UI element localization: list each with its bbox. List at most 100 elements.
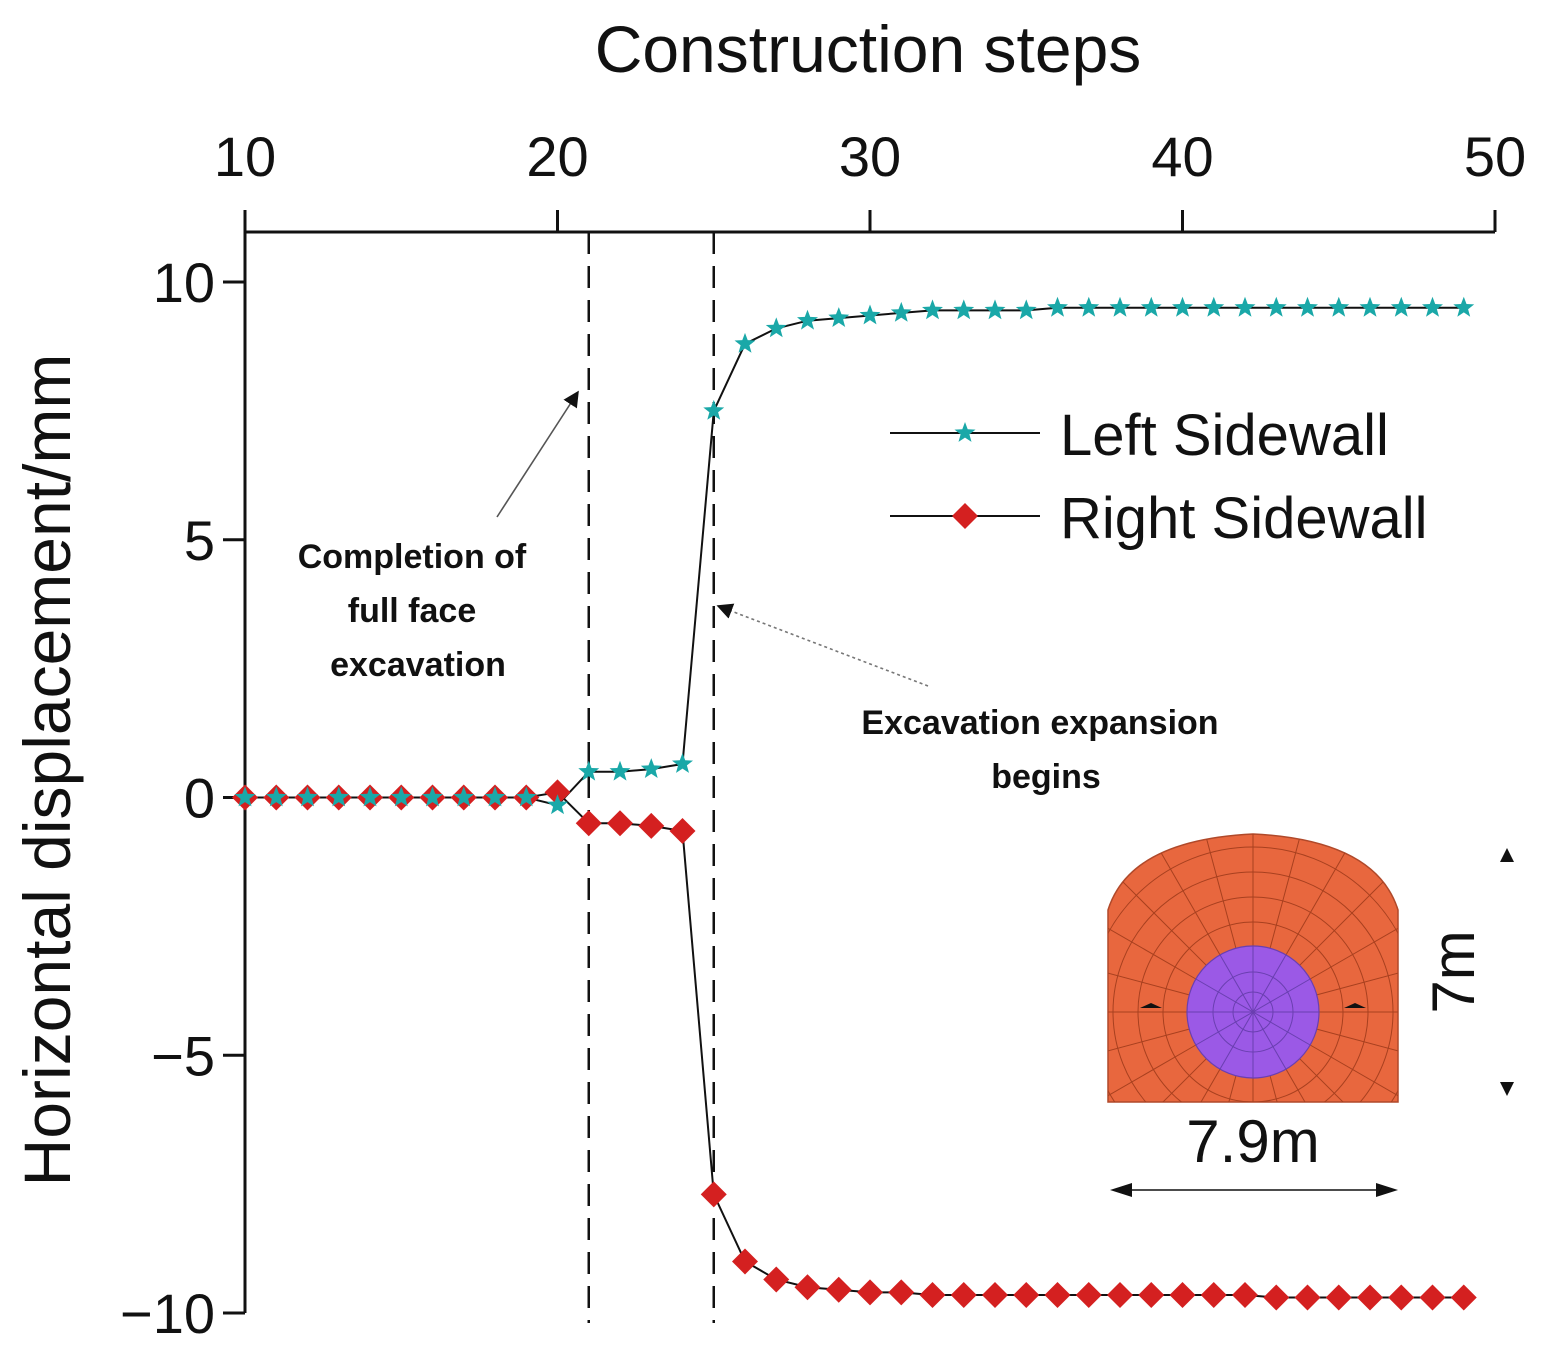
y-tick-label: −5 (151, 1024, 215, 1087)
x-axis-title: Construction steps (595, 12, 1142, 86)
data-point-left-sidewall (640, 758, 662, 778)
data-point-right-sidewall (1450, 1284, 1477, 1311)
data-point-right-sidewall (857, 1279, 883, 1306)
y-tick-label: 5 (184, 509, 215, 572)
x-tick-label: 50 (1464, 125, 1526, 188)
mesh-line (1299, 1058, 1395, 1102)
data-point-left-sidewall (515, 786, 537, 807)
data-point-left-sidewall (672, 753, 693, 773)
data-point-right-sidewall (575, 810, 602, 837)
data-point-left-sidewall (1203, 296, 1225, 317)
annotation-completion-arrow (496, 390, 579, 518)
data-point-right-sidewall (1325, 1284, 1352, 1311)
x-tick-label: 40 (1151, 125, 1213, 188)
legend-label-left: Left Sidewall (1060, 403, 1389, 468)
y-axis-title: Horizontal displacement/mm (10, 354, 84, 1187)
data-point-left-sidewall (828, 307, 850, 327)
legend-star-icon (954, 422, 976, 442)
data-point-right-sidewall (888, 1279, 915, 1306)
data-point-right-sidewall (1388, 1284, 1415, 1311)
data-point-right-sidewall (1107, 1281, 1133, 1308)
data-point-left-sidewall (1234, 296, 1256, 317)
data-point-right-sidewall (794, 1274, 821, 1301)
tunnel-cross-section-inset: 7m 7.9m (1107, 833, 1514, 1197)
data-point-right-sidewall (700, 1181, 727, 1208)
annotation-completion-line2: full face (348, 592, 476, 630)
data-point-left-sidewall (297, 786, 318, 807)
data-point-left-sidewall (234, 786, 256, 807)
mesh-line (1200, 834, 1237, 949)
mesh-line (1200, 1075, 1237, 1102)
x-axis: 10 20 30 40 50 (214, 125, 1526, 234)
y-tick-label: 0 (184, 767, 215, 830)
width-arrow-left (1110, 1183, 1132, 1197)
mesh-ring (1162, 921, 1344, 1102)
mesh-line (1269, 834, 1306, 949)
data-point-left-sidewall (984, 299, 1006, 320)
annotation-expansion-line1: Excavation expansion (861, 704, 1218, 742)
width-label: 7.9m (1186, 1108, 1319, 1175)
reference-lines (587, 232, 715, 1323)
data-point-right-sidewall (1294, 1284, 1321, 1311)
y-tick-label: −10 (120, 1282, 215, 1345)
mesh-line (1152, 1068, 1221, 1102)
legend-diamond-icon (952, 503, 978, 529)
annotation-expansion: Excavation expansion begins (716, 603, 1219, 796)
data-point-right-sidewall (1232, 1281, 1258, 1308)
data-point-left-sidewall (1140, 296, 1162, 317)
height-arrow-top (1500, 848, 1514, 862)
data-point-left-sidewall (328, 786, 350, 807)
mesh-ring (1137, 896, 1369, 1102)
legend: Left Sidewall Right Sidewall (890, 403, 1428, 551)
data-point-left-sidewall (1078, 296, 1100, 317)
data-point-left-sidewall (1390, 296, 1412, 317)
data-point-right-sidewall (1200, 1281, 1227, 1308)
data-point-right-sidewall (763, 1266, 790, 1293)
data-point-left-sidewall (1109, 296, 1131, 317)
data-point-right-sidewall (732, 1248, 758, 1275)
data-point-left-sidewall (1422, 296, 1443, 317)
mesh-line (1269, 1075, 1306, 1102)
legend-label-right: Right Sidewall (1060, 486, 1428, 551)
data-point-left-sidewall (390, 786, 412, 807)
data-point-right-sidewall (982, 1281, 1008, 1308)
inset-mesh (1108, 834, 1398, 1102)
mesh-ring (1112, 871, 1394, 1102)
data-point-left-sidewall (765, 317, 787, 338)
mesh-line (1285, 1068, 1354, 1102)
data-point-left-sidewall (1359, 296, 1381, 317)
mesh-line (1316, 1028, 1398, 1065)
data-point-right-sidewall (669, 818, 696, 845)
inset-right-arrow (1344, 1003, 1366, 1008)
height-arrow-bottom (1500, 1082, 1514, 1096)
x-tick-label: 30 (839, 125, 901, 188)
series-markers (232, 296, 1477, 1311)
data-point-left-sidewall (1297, 296, 1318, 317)
series-line-right-sidewall (245, 791, 1464, 1299)
height-label: 7m (1420, 930, 1487, 1013)
data-point-left-sidewall (703, 399, 725, 420)
inset-core-mesh (1187, 946, 1319, 1078)
data-point-left-sidewall (1265, 296, 1287, 317)
mesh-line (1285, 838, 1354, 956)
annotation-expansion-line2: begins (991, 758, 1101, 796)
data-point-left-sidewall (484, 786, 506, 807)
data-point-left-sidewall (359, 786, 381, 807)
data-point-right-sidewall (1169, 1281, 1196, 1308)
data-point-left-sidewall (609, 760, 631, 781)
mesh-line (1111, 1058, 1207, 1102)
data-point-left-sidewall (1047, 296, 1068, 317)
data-point-right-sidewall (1075, 1281, 1102, 1308)
mesh-line (1309, 911, 1398, 980)
mesh-line (1108, 1044, 1197, 1102)
mesh-line (1108, 959, 1190, 996)
data-point-left-sidewall (1015, 299, 1037, 320)
data-point-left-sidewall (797, 309, 818, 330)
data-point-right-sidewall (1013, 1281, 1040, 1308)
mesh-line (1108, 1028, 1190, 1065)
data-point-left-sidewall (922, 299, 943, 320)
data-point-right-sidewall (1138, 1281, 1165, 1308)
width-arrow-right (1376, 1183, 1398, 1197)
data-point-left-sidewall (859, 304, 881, 325)
